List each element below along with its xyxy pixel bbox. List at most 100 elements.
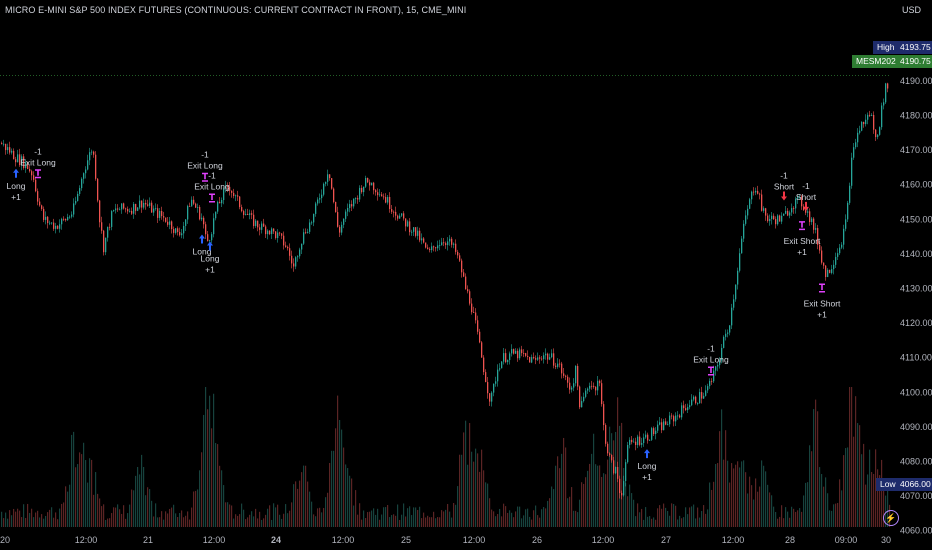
candle-body	[237, 195, 239, 197]
volume-bar	[327, 492, 329, 527]
volume-bar	[87, 482, 89, 527]
volume-bar	[225, 502, 227, 527]
volume-bar	[493, 511, 495, 527]
candle-body	[147, 204, 149, 206]
exit-marker-icon	[799, 221, 805, 231]
candle-body	[199, 206, 201, 220]
candle-body	[541, 358, 543, 360]
candle-body	[129, 210, 131, 212]
volume-bar	[191, 507, 193, 527]
candle-body	[143, 202, 145, 208]
candle-body	[761, 194, 763, 211]
volume-bar	[165, 511, 167, 527]
exit-marker-icon	[708, 366, 714, 376]
candle-body	[327, 174, 329, 182]
volume-bar	[263, 518, 265, 527]
volume-bar	[361, 519, 363, 527]
volume-bar	[595, 464, 597, 527]
candle-body	[627, 444, 629, 463]
candle-body	[517, 350, 519, 359]
signal-label: Long	[201, 253, 220, 263]
volume-bar	[405, 516, 407, 527]
volume-bar	[357, 514, 359, 527]
volume-bar	[31, 508, 33, 527]
signal-label: +1	[817, 309, 827, 319]
volume-bar	[241, 503, 243, 527]
volume-bar	[219, 465, 221, 527]
volume-bar	[83, 442, 85, 527]
candle-body	[255, 220, 257, 226]
volume-bar	[447, 503, 449, 527]
candle-body	[697, 403, 699, 404]
candle-body	[411, 231, 413, 233]
candle-body	[209, 240, 211, 242]
candle-body	[519, 349, 521, 359]
time-tick-label: 28	[785, 535, 795, 545]
volume-bar	[839, 479, 841, 527]
volume-bar	[217, 444, 219, 527]
candle-body	[455, 243, 457, 252]
volume-bar	[321, 512, 323, 527]
candle-body	[95, 154, 97, 179]
volume-bar	[607, 459, 609, 527]
candle-body	[453, 243, 455, 245]
volume-bar	[627, 496, 629, 527]
candle-body	[417, 230, 419, 236]
volume-bar	[789, 517, 791, 527]
volume-bar	[763, 465, 765, 527]
volume-bar	[563, 437, 565, 527]
candle-body	[751, 191, 753, 200]
candle-body	[765, 208, 767, 216]
volume-bar	[289, 510, 291, 527]
volume-bar	[415, 507, 417, 527]
volume-bar	[115, 507, 117, 527]
candle-body	[779, 215, 781, 222]
volume-bar	[727, 460, 729, 527]
signal-label: Exit Long	[194, 181, 230, 191]
volume-bar	[691, 506, 693, 527]
candle-body	[231, 190, 233, 193]
candle-body	[443, 242, 445, 244]
candle-body	[811, 218, 813, 223]
volume-bar	[525, 509, 527, 527]
candle-body	[227, 185, 229, 187]
candle-body	[69, 216, 71, 218]
volume-bar	[73, 431, 75, 527]
volume-bar	[237, 515, 239, 527]
volume-bar	[497, 514, 499, 527]
candle-body	[547, 353, 549, 360]
candle-body	[259, 227, 261, 230]
candle-body	[477, 320, 479, 332]
candle-body	[119, 209, 121, 211]
candle-body	[181, 233, 183, 236]
volume-bar	[567, 498, 569, 527]
candle-body	[829, 269, 831, 273]
volume-bar	[315, 516, 317, 527]
volume-bar	[771, 495, 773, 527]
volume-bar	[385, 507, 387, 527]
candle-body	[211, 234, 213, 241]
volume-bar	[471, 451, 473, 527]
volume-bar	[163, 519, 165, 527]
candle-body	[705, 390, 707, 396]
candle-body	[433, 246, 435, 248]
volume-bar	[363, 510, 365, 527]
volume-bar	[65, 486, 67, 527]
candle-body	[711, 380, 713, 382]
candle-body	[171, 221, 173, 230]
last-price-tag: 4190.75	[896, 55, 932, 68]
volume-bar	[339, 420, 341, 527]
volume-bar	[507, 512, 509, 527]
candle-body	[105, 237, 107, 253]
currency-label[interactable]: USD	[902, 5, 922, 15]
lightning-icon[interactable]: ⚡	[883, 510, 899, 526]
candle-body	[217, 201, 219, 212]
volume-bar	[229, 504, 231, 527]
volume-bar	[855, 396, 857, 527]
candle-body	[415, 227, 417, 236]
candle-body	[397, 215, 399, 219]
volume-bar	[231, 505, 233, 527]
symbol-title[interactable]: MICRO E-MINI S&P 500 INDEX FUTURES (CONT…	[5, 5, 467, 15]
candle-body	[239, 196, 241, 208]
